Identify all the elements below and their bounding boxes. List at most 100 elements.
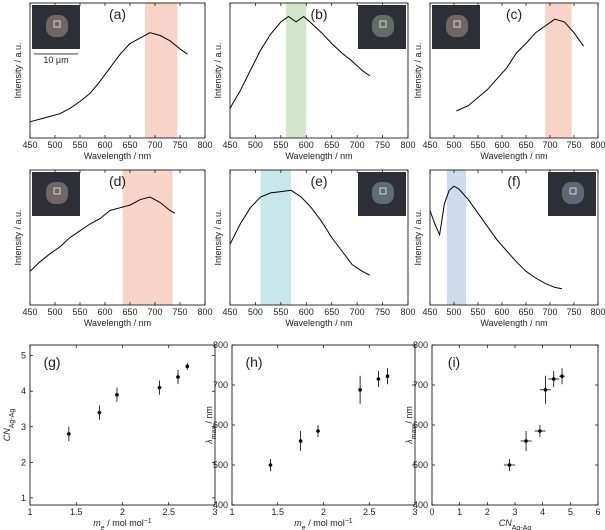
label-part: max [411,426,418,440]
label-part: m [294,518,302,528]
axis-label: Intensity / a.u. [213,42,223,98]
x-tick-label: 750 [375,307,390,317]
x-tick-label: 600 [299,140,314,150]
data-point [185,364,190,369]
label-part: Ag-Ag [9,409,16,429]
axis-label: me / mol mol−1 [93,518,152,530]
y-tick-label: 600 [213,420,228,430]
micrograph-glow [46,15,68,37]
x-tick-label: 700 [350,307,365,317]
label-part: −1 [345,518,353,525]
axis-label: Intensity / a.u. [213,209,223,265]
data-point [507,463,512,467]
highlight-band [145,3,178,138]
data-point [316,429,320,433]
x-tick-label: 5 [568,507,573,517]
x-tick-label: 650 [122,307,137,317]
axis-label: CNAg-Ag [499,518,532,530]
label-part: CN [499,518,512,528]
x-tick-label: 600 [299,307,314,317]
x-tick-label: 800 [590,140,605,150]
x-tick-label: 6 [595,507,600,517]
label-part: / nm [204,406,214,426]
highlight-band [285,3,307,138]
data-point [358,388,362,392]
axis-label: CNAg-Ag [2,409,16,442]
axis-label: Wavelength / nm [285,151,352,161]
axis-label: me / mol mol−1 [294,518,353,530]
x-tick-label: 600 [494,140,509,150]
x-tick-label: 500 [446,140,461,150]
axis-label: Wavelength / nm [285,318,352,328]
label-part: max [211,426,218,440]
spectrum-line [456,18,585,112]
plot-frame [229,169,409,306]
x-tick-label: 2 [321,507,326,517]
panel-label: (e) [310,173,327,189]
roi-marker [53,187,61,195]
plot-frame [429,169,599,306]
data-point [551,377,556,381]
x-tick-label: 700 [542,140,557,150]
x-tick-label: 500 [47,140,62,150]
y-tick-label: 600 [413,420,428,430]
x-tick-label: 450 [22,140,37,150]
label-part: / mol mol [105,518,144,528]
label-part: λ [204,439,214,444]
x-tick-label: 800 [197,140,212,150]
x-tick-label: 2.5 [162,507,175,517]
data-point [560,374,564,379]
highlight-band [446,170,466,305]
roi-marker [453,20,461,28]
x-tick-label: 500 [248,307,263,317]
x-tick-label: 550 [72,307,87,317]
x-tick-label: 450 [222,140,237,150]
x-tick-label: 3 [212,507,217,517]
x-tick-label: 1.5 [70,507,83,517]
x-tick-label: 750 [566,140,581,150]
data-point [268,463,273,467]
x-tick-label: 0 [429,507,434,517]
x-tick-label: 550 [470,140,485,150]
x-tick-label: 700 [147,140,162,150]
y-tick-label: 700 [413,380,428,390]
panel-label: (h) [245,354,262,370]
plot-frame [231,344,416,506]
x-tick-label: 800 [400,140,415,150]
label-part: m [93,518,101,528]
x-tick-label: 1 [229,507,234,517]
y-tick-label: 800 [413,340,428,350]
roi-marker [379,187,387,195]
micrograph-glow [46,182,68,204]
data-point [157,385,162,390]
y-tick-label: 4 [21,386,26,396]
axis-label: Intensity / a.u. [13,42,23,98]
x-tick-label: 650 [122,140,137,150]
x-tick-label: 2 [120,507,125,517]
plot-frame [29,169,206,306]
label-part: e [302,525,306,530]
axis-label: Wavelength / nm [480,318,547,328]
x-tick-label: 750 [172,307,187,317]
x-tick-label: 450 [22,307,37,317]
spectrum-line [429,185,563,290]
panel-label: (i) [448,354,460,370]
x-tick-label: 1.5 [271,507,284,517]
axis-label: Wavelength / nm [84,318,151,328]
x-tick-label: 2 [485,507,490,517]
spectrum-line [229,15,371,109]
spectrum-line [229,189,371,276]
plot-frame [29,2,206,139]
spectrum-line [29,32,188,123]
y-tick-label: 5 [21,351,26,361]
label-part: λ [404,439,414,444]
plot-frame [431,344,599,506]
roi-marker [569,187,577,195]
panel-label: (a) [109,6,126,22]
panel-label: (c) [506,6,522,22]
axis-label: λmax / nm [204,406,218,445]
axis-label: Wavelength / nm [480,151,547,161]
label-part: / mol mol [306,518,345,528]
panel-label: (b) [310,6,327,22]
